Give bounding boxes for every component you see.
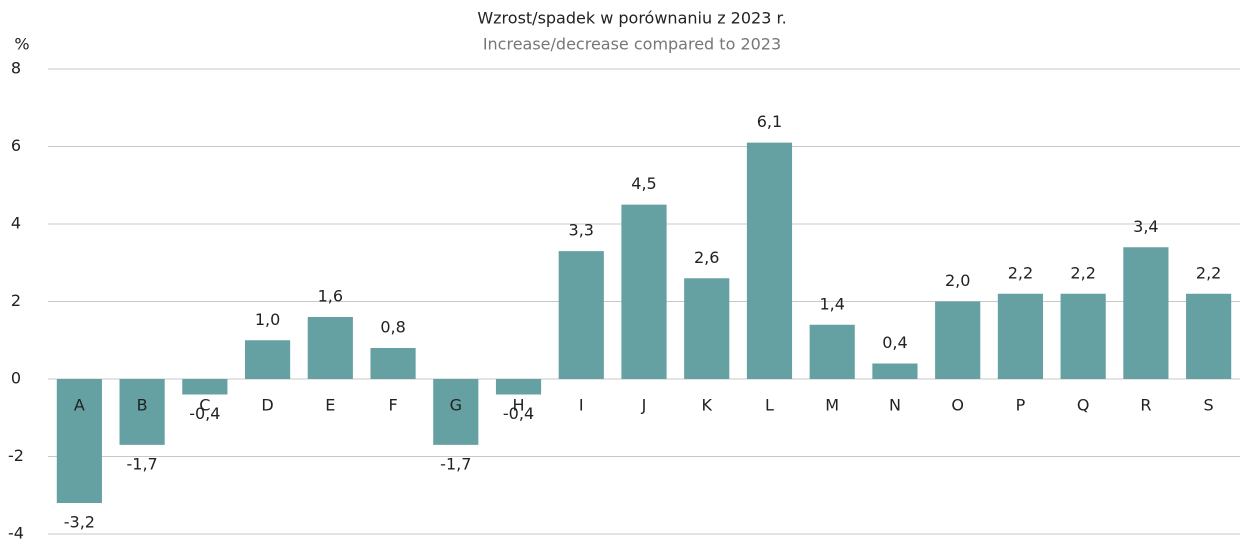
bar — [433, 379, 479, 445]
value-label: 1,4 — [819, 294, 844, 313]
bar — [621, 204, 667, 379]
value-label: -0,4 — [503, 404, 534, 423]
value-label: 0,8 — [380, 318, 405, 337]
y-tick-label: 0 — [11, 369, 21, 388]
x-tick-label: R — [1140, 396, 1151, 415]
x-tick-label: A — [74, 396, 85, 415]
value-label: 3,4 — [1133, 217, 1158, 236]
value-label: 3,3 — [569, 221, 594, 240]
value-label: -1,7 — [126, 454, 157, 473]
x-tick-label: D — [261, 396, 273, 415]
value-label: 6,1 — [757, 112, 782, 131]
y-tick-label: -4 — [8, 524, 24, 543]
y-tick-label: 4 — [11, 214, 21, 233]
bar — [809, 324, 855, 379]
bar — [119, 379, 165, 445]
x-tick-label: S — [1204, 396, 1214, 415]
value-label: 2,2 — [1196, 263, 1221, 282]
value-label: 2,2 — [1070, 263, 1095, 282]
y-tick-label: -2 — [8, 446, 24, 465]
bar — [558, 251, 604, 379]
value-label: -1,7 — [440, 454, 471, 473]
x-tick-label: K — [701, 396, 712, 415]
bar — [495, 379, 542, 395]
value-label: 0,4 — [882, 333, 907, 352]
x-tick-label: C — [199, 396, 210, 415]
value-label: 1,0 — [255, 310, 280, 329]
x-tick-label: G — [450, 396, 462, 415]
bar — [1060, 293, 1106, 379]
x-tick-label: B — [137, 396, 148, 415]
bar — [997, 293, 1044, 379]
value-label: 1,6 — [318, 287, 343, 306]
x-tick-label: H — [513, 396, 525, 415]
bar — [370, 348, 416, 379]
bar — [1186, 293, 1232, 379]
value-label: -3,2 — [64, 513, 95, 532]
bar — [244, 340, 291, 379]
value-label: 4,5 — [631, 174, 656, 193]
value-label: 2,0 — [945, 271, 970, 290]
y-axis-label: % — [14, 35, 29, 54]
x-tick-label: O — [951, 396, 964, 415]
bar — [182, 379, 228, 395]
bar — [1123, 247, 1169, 379]
bar — [56, 379, 102, 503]
x-tick-label: E — [325, 396, 335, 415]
value-label: -0,4 — [189, 404, 220, 423]
bar — [746, 142, 793, 379]
bar — [872, 363, 918, 379]
x-tick-label: Q — [1077, 396, 1090, 415]
x-tick-label: N — [889, 396, 901, 415]
bar — [684, 278, 730, 379]
y-tick-label: 6 — [11, 136, 21, 155]
value-label: 2,6 — [694, 248, 719, 267]
y-tick-label: 8 — [11, 59, 21, 78]
chart-subtitle: Increase/decrease compared to 2023 — [483, 35, 781, 54]
bar — [935, 301, 981, 379]
chart-title: Wzrost/spadek w porównaniu z 2023 r. — [477, 9, 786, 28]
x-tick-label: J — [641, 396, 647, 415]
x-tick-label: P — [1016, 396, 1026, 415]
value-label: 2,2 — [1008, 263, 1033, 282]
x-tick-label: F — [388, 396, 397, 415]
y-tick-label: 2 — [11, 291, 21, 310]
x-tick-label: I — [579, 396, 584, 415]
x-tick-label: L — [765, 396, 774, 415]
x-tick-label: M — [825, 396, 839, 415]
bar — [307, 317, 353, 379]
